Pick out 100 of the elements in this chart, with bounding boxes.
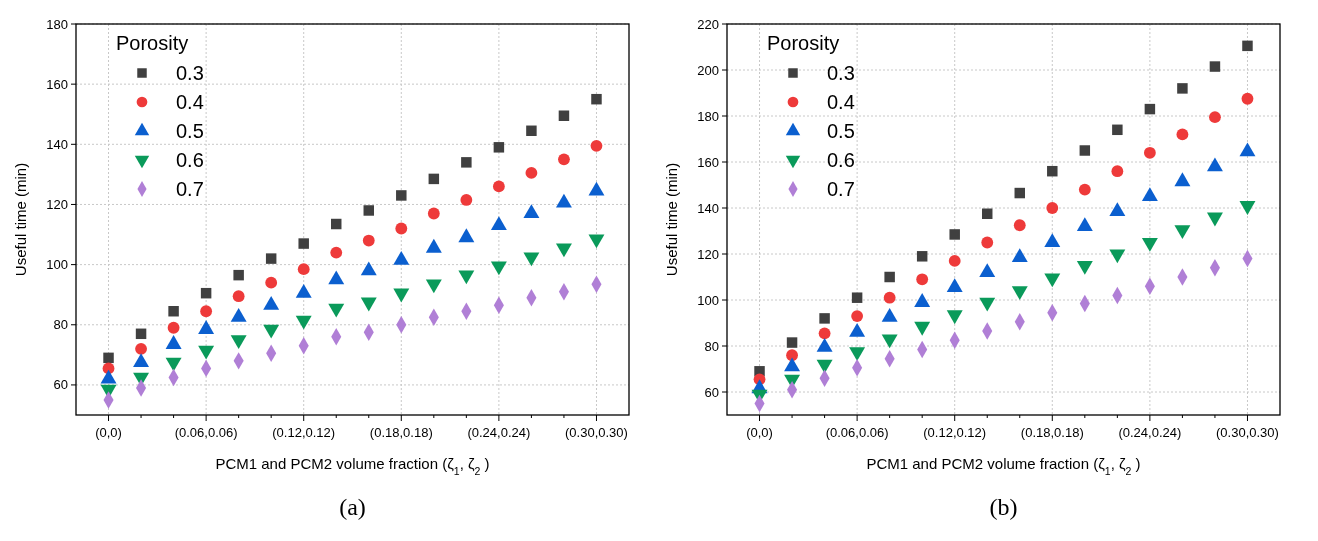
point	[523, 204, 540, 219]
x-tick-label: (0.06,0.06)	[174, 425, 238, 440]
point	[362, 234, 375, 247]
point	[198, 345, 215, 360]
point	[1143, 146, 1156, 159]
point	[949, 229, 960, 240]
x-tick-label: (0.30,0.30)	[565, 425, 628, 440]
y-tick-label: 100	[697, 292, 719, 308]
point	[298, 238, 309, 249]
point	[492, 180, 505, 193]
point	[330, 218, 342, 230]
y-tick-label: 180	[697, 108, 719, 124]
point	[1209, 111, 1221, 124]
point	[1011, 248, 1028, 263]
point	[168, 305, 179, 317]
point	[135, 342, 147, 355]
point	[1176, 128, 1189, 141]
point	[1177, 83, 1188, 94]
point	[786, 337, 798, 348]
point	[460, 194, 473, 206]
point	[981, 236, 994, 249]
y-axis-title: Useful time (min)	[663, 162, 680, 277]
point	[883, 291, 896, 304]
y-tick-label: 140	[697, 200, 719, 216]
point	[103, 352, 114, 364]
point	[330, 246, 343, 259]
x-axis-title: PCM1 and PCM2 volume fraction (ζ$_{1}$, ζ$_{2}$ )	[215, 455, 490, 477]
point	[884, 271, 895, 283]
legend-label: 0.4	[827, 91, 855, 113]
legend-label: 0.6	[176, 149, 204, 171]
legend-title: Porosity	[767, 32, 840, 54]
y-tick-label: 120	[697, 246, 719, 262]
point	[1047, 165, 1058, 177]
x-tick-label: (0.24,0.24)	[467, 425, 531, 440]
x-axis-title: PCM1 and PCM2 volume fraction (ζ$_{1}$, ζ$_{2}$ )	[866, 455, 1141, 477]
point	[786, 349, 798, 362]
y-tick-label: 60	[53, 377, 68, 393]
point	[490, 216, 507, 231]
legend-label: 0.6	[827, 149, 855, 171]
point	[200, 305, 213, 318]
y-tick-label: 160	[46, 76, 68, 92]
legend-label: 0.5	[176, 120, 204, 142]
point	[167, 321, 180, 334]
point	[1014, 187, 1026, 199]
point	[851, 292, 863, 303]
legend-label: 0.4	[176, 91, 204, 113]
point	[1242, 40, 1253, 52]
y-tick-label: 80	[704, 338, 719, 354]
legend-label: 0.3	[176, 62, 204, 84]
point	[427, 207, 440, 220]
x-tick-label: (0.12,0.12)	[923, 425, 987, 440]
point	[493, 142, 505, 153]
point	[461, 157, 472, 168]
text: (b)	[989, 494, 1018, 520]
point	[165, 357, 182, 372]
point	[1079, 145, 1091, 156]
legend-label: 0.3	[827, 62, 855, 84]
point	[981, 208, 993, 219]
point	[916, 273, 929, 286]
text: (a)	[339, 494, 366, 520]
point	[265, 276, 278, 289]
point	[1013, 219, 1026, 232]
point	[232, 290, 245, 303]
point	[265, 253, 277, 264]
x-tick-label: (0.12,0.12)	[272, 425, 336, 440]
point	[395, 222, 408, 235]
point	[591, 93, 602, 105]
point	[200, 287, 212, 299]
point	[1112, 124, 1123, 136]
point	[1144, 103, 1156, 115]
y-tick-label: 140	[46, 136, 68, 152]
point	[525, 166, 538, 179]
point	[526, 125, 537, 137]
point	[784, 357, 801, 372]
point	[849, 323, 866, 337]
x-tick-label: (0.18,0.18)	[369, 425, 433, 440]
point	[1174, 172, 1191, 187]
y-tick-label: 200	[697, 62, 719, 78]
point	[1141, 187, 1158, 202]
point	[1078, 183, 1091, 196]
point	[881, 308, 898, 322]
x-tick-label: (0,0)	[746, 425, 773, 440]
x-tick-label: (0.24,0.24)	[1118, 425, 1182, 440]
legend-label: 0.7	[827, 178, 855, 200]
legend-label: 0.5	[827, 120, 855, 142]
point	[590, 139, 603, 152]
x-tick-label: (0.06,0.06)	[825, 425, 889, 440]
y-axis-title: Useful time (min)	[12, 162, 29, 277]
legend-label: 0.7	[176, 178, 204, 200]
point	[1111, 165, 1124, 178]
point	[135, 328, 147, 340]
point	[363, 205, 375, 216]
x-tick-label: (0.30,0.30)	[1216, 425, 1279, 440]
point	[819, 313, 830, 324]
y-tick-label: 220	[697, 16, 719, 32]
point	[1209, 61, 1221, 72]
y-tick-label: 180	[46, 16, 68, 32]
y-tick-label: 60	[704, 384, 719, 400]
point	[297, 263, 310, 276]
point	[458, 228, 475, 243]
